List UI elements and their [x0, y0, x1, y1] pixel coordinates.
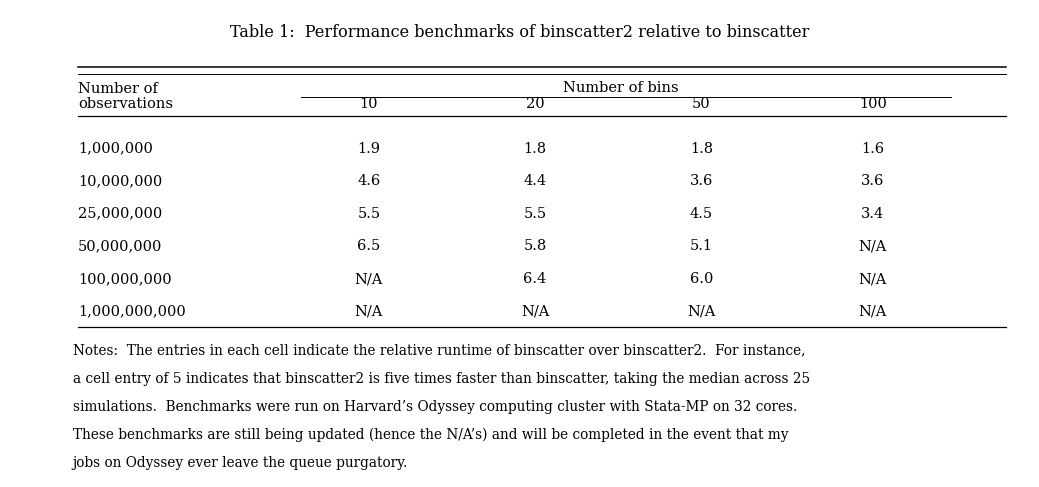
Text: 1.8: 1.8 — [690, 142, 713, 155]
Text: 4.6: 4.6 — [357, 174, 380, 188]
Text: 3.4: 3.4 — [861, 207, 884, 221]
Text: 5.1: 5.1 — [690, 240, 713, 253]
Text: jobs on Odyssey ever leave the queue purgatory.: jobs on Odyssey ever leave the queue pur… — [73, 456, 408, 470]
Text: 25,000,000: 25,000,000 — [78, 207, 162, 221]
Text: simulations.  Benchmarks were run on Harvard’s Odyssey computing cluster with St: simulations. Benchmarks were run on Harv… — [73, 400, 797, 414]
Text: 5.5: 5.5 — [357, 207, 380, 221]
Text: 5.5: 5.5 — [524, 207, 547, 221]
Text: 10: 10 — [359, 97, 378, 111]
Text: 3.6: 3.6 — [861, 174, 884, 188]
Text: 50,000,000: 50,000,000 — [78, 240, 162, 253]
Text: observations: observations — [78, 97, 172, 111]
Text: 1,000,000: 1,000,000 — [78, 142, 153, 155]
Text: N/A: N/A — [858, 240, 887, 253]
Text: N/A: N/A — [687, 305, 716, 318]
Text: N/A: N/A — [521, 305, 550, 318]
Text: Notes:  The entries in each cell indicate the relative runtime of binscatter ove: Notes: The entries in each cell indicate… — [73, 343, 805, 357]
Text: 1.8: 1.8 — [524, 142, 547, 155]
Text: 6.0: 6.0 — [690, 272, 713, 286]
Text: 4.5: 4.5 — [690, 207, 713, 221]
Text: Number of: Number of — [78, 82, 158, 96]
Text: N/A: N/A — [354, 305, 383, 318]
Text: 3.6: 3.6 — [690, 174, 713, 188]
Text: 100,000,000: 100,000,000 — [78, 272, 171, 286]
Text: 4.4: 4.4 — [524, 174, 547, 188]
Text: 50: 50 — [692, 97, 711, 111]
Text: N/A: N/A — [858, 305, 887, 318]
Text: 20: 20 — [526, 97, 544, 111]
Text: 10,000,000: 10,000,000 — [78, 174, 162, 188]
Text: 1.9: 1.9 — [357, 142, 380, 155]
Text: 5.8: 5.8 — [524, 240, 547, 253]
Text: Table 1:  Performance benchmarks of binscatter2 relative to binscatter: Table 1: Performance benchmarks of binsc… — [230, 24, 809, 41]
Text: 1,000,000,000: 1,000,000,000 — [78, 305, 186, 318]
Text: a cell entry of 5 indicates that binscatter2 is five times faster than binscatte: a cell entry of 5 indicates that binscat… — [73, 372, 809, 386]
Text: 6.5: 6.5 — [357, 240, 380, 253]
Text: 1.6: 1.6 — [861, 142, 884, 155]
Text: N/A: N/A — [354, 272, 383, 286]
Text: These benchmarks are still being updated (hence the N/A’s) and will be completed: These benchmarks are still being updated… — [73, 428, 789, 443]
Text: 100: 100 — [859, 97, 886, 111]
Text: Number of bins: Number of bins — [563, 81, 678, 94]
Text: 6.4: 6.4 — [524, 272, 547, 286]
Text: N/A: N/A — [858, 272, 887, 286]
